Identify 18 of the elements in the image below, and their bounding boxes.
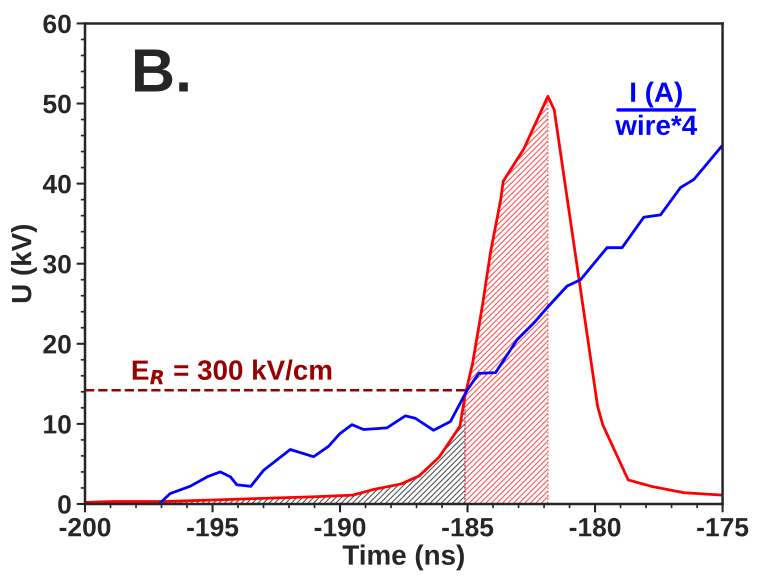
x-tick-label: -175 (697, 518, 748, 537)
y-tick-label: 60 (43, 14, 71, 34)
y-tick-label: 20 (43, 334, 71, 354)
x-tick-label: -185 (442, 518, 494, 537)
x-tick-label: -190 (314, 518, 366, 537)
series-label: I (A) wire*4 (615, 82, 698, 136)
x-tick-label: -195 (187, 518, 238, 537)
x-tick-label: -200 (60, 518, 110, 537)
annotation: B. (135, 49, 188, 92)
y-tick-label: 40 (42, 174, 71, 194)
y-tick-label: 30 (43, 254, 71, 274)
annotation: E$_{R}$ = 300 kV/cm (132, 360, 332, 384)
y-tick-label: 50 (43, 94, 71, 114)
y-tick-label: 10 (44, 415, 71, 434)
x-tick-label: -180 (570, 518, 620, 537)
y-tick-label: 0 (58, 495, 71, 514)
y-axis-title: U (kV) (11, 224, 37, 302)
x-axis-title: Time (ns) (342, 544, 464, 570)
